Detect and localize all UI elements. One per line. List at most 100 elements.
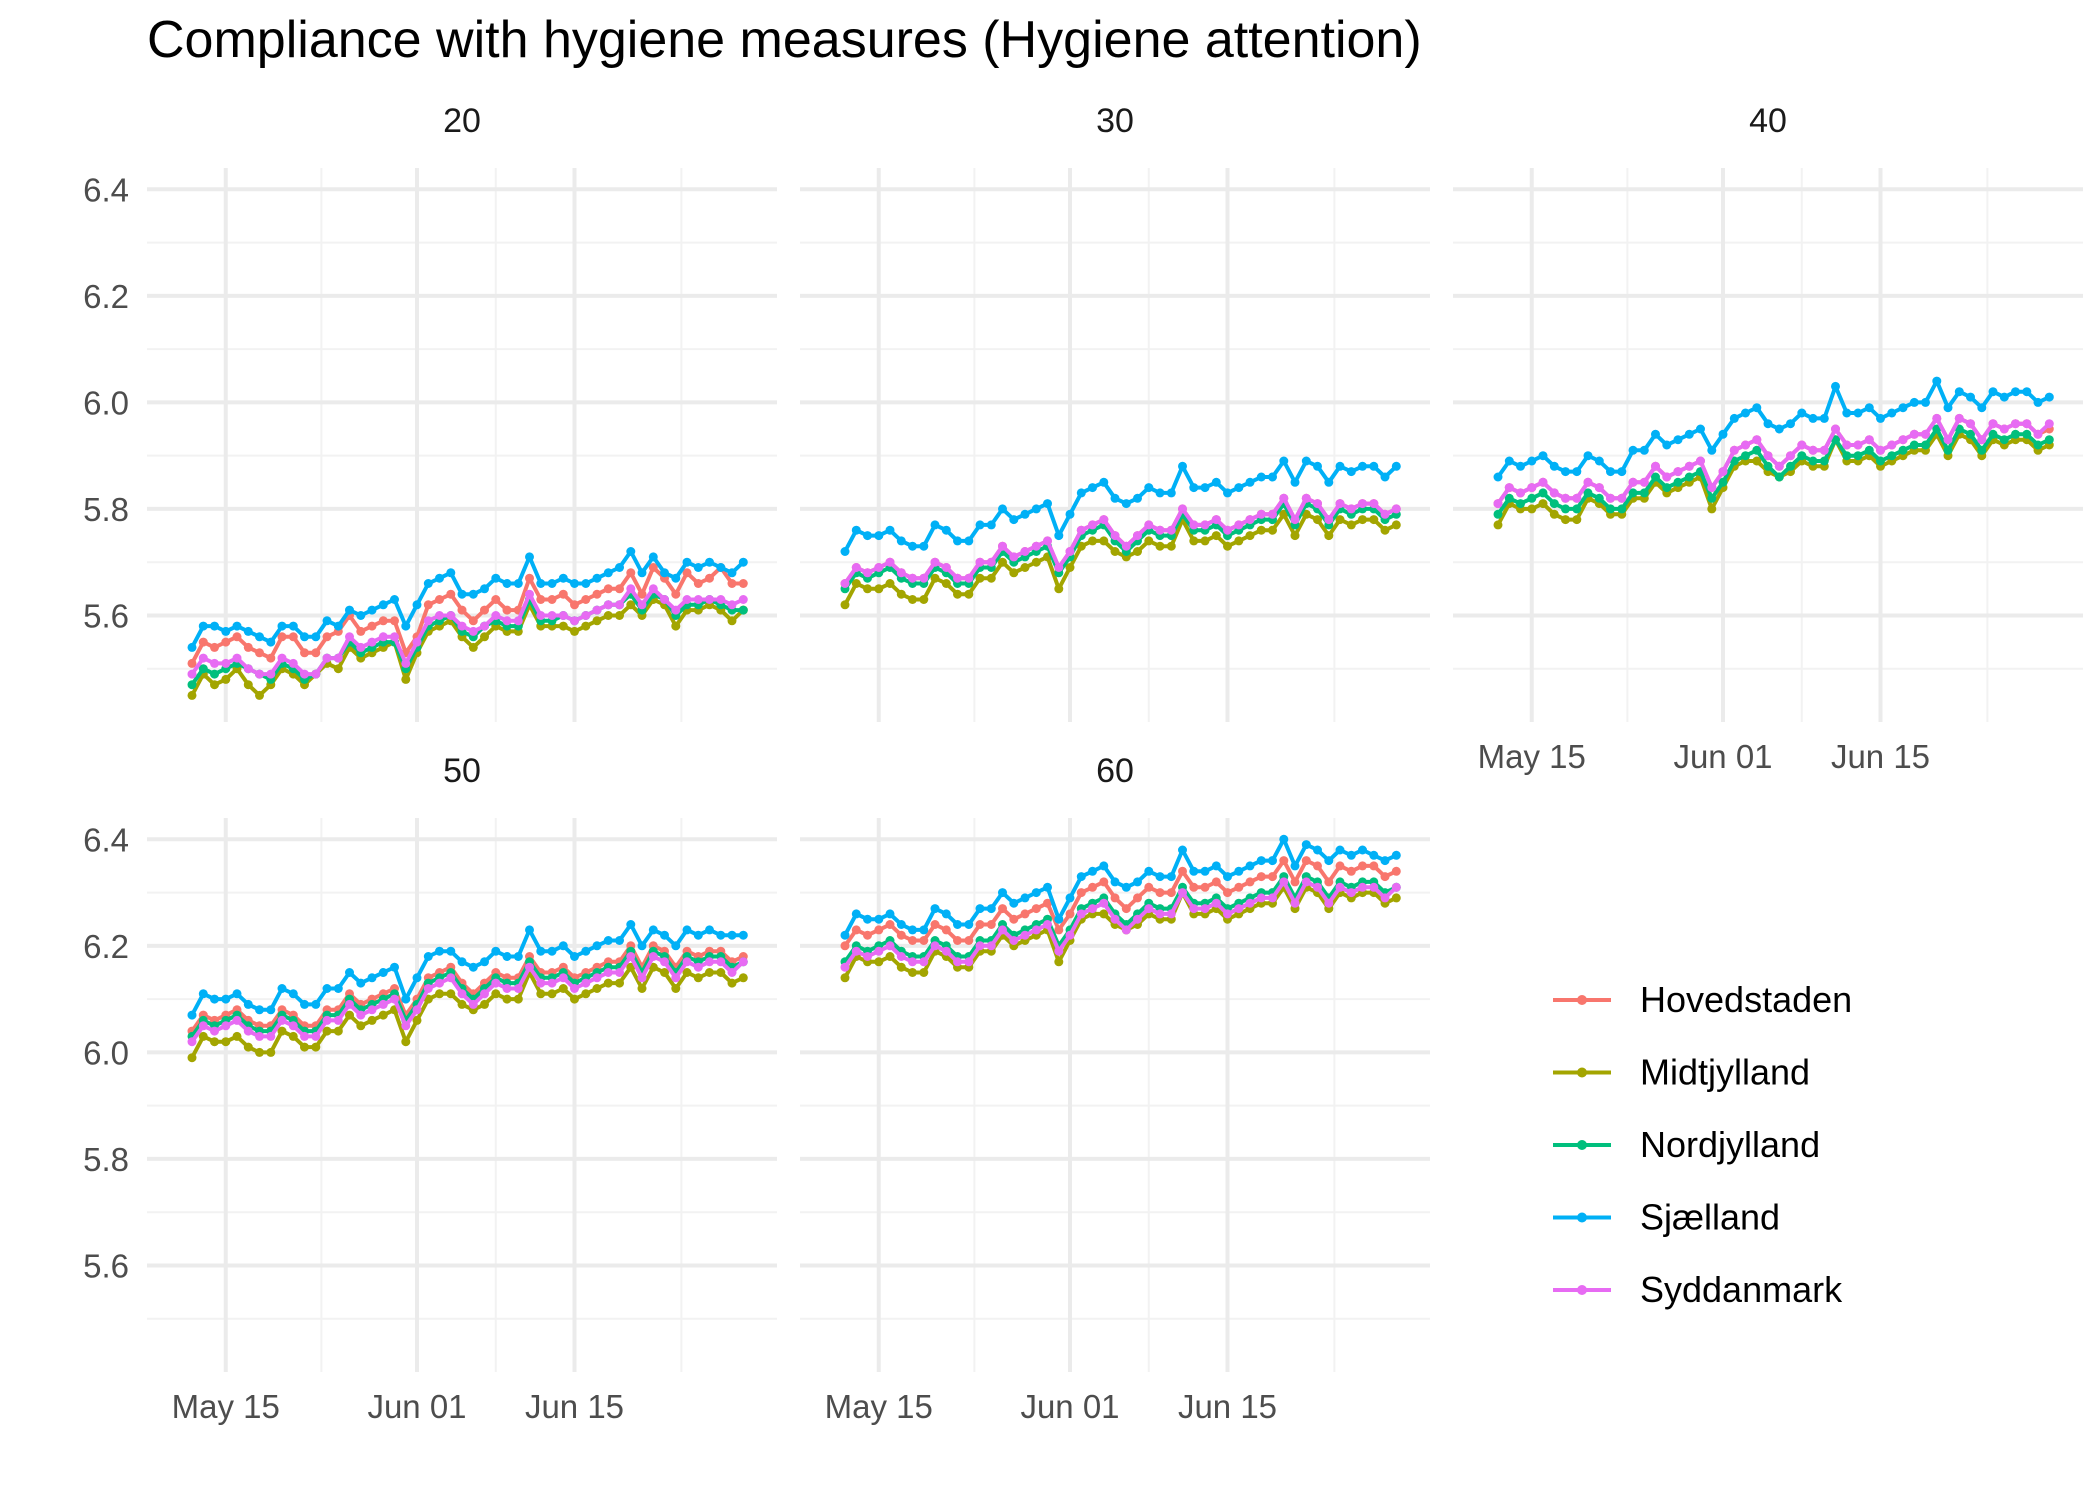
data-point	[592, 973, 602, 983]
data-point	[1786, 451, 1795, 461]
x-tick-label: May 15	[172, 1388, 280, 1425]
data-point	[1380, 525, 1390, 535]
data-point	[1189, 904, 1199, 914]
x-tick-label: Jun 15	[1178, 1388, 1277, 1425]
data-point	[187, 1010, 197, 1020]
data-point	[1133, 893, 1142, 903]
data-point	[1054, 563, 1064, 572]
data-point	[570, 616, 579, 626]
data-point	[1561, 504, 1570, 514]
data-point	[412, 600, 422, 610]
data-point	[2044, 392, 2054, 402]
data-point	[401, 621, 411, 631]
data-point	[1043, 499, 1052, 509]
data-point	[1245, 515, 1255, 525]
data-point	[1752, 445, 1762, 455]
data-point	[2011, 419, 2020, 429]
data-point	[1268, 509, 1277, 519]
data-point	[1999, 435, 2009, 445]
data-point	[1189, 882, 1199, 892]
data-point	[1516, 488, 1525, 498]
data-point	[1718, 429, 1728, 439]
data-point	[1290, 861, 1300, 871]
data-point	[727, 579, 737, 588]
data-point	[187, 669, 197, 679]
data-point	[1707, 445, 1717, 455]
facet-panel-60: 60 May 15 Jun 01 Jun 15	[800, 752, 1430, 1425]
data-point	[919, 595, 929, 604]
data-point	[525, 962, 534, 972]
data-point	[1178, 888, 1187, 898]
data-point	[1369, 850, 1379, 860]
data-point	[1583, 488, 1593, 498]
data-point	[1076, 888, 1086, 898]
data-point	[863, 568, 872, 578]
data-point	[1786, 461, 1795, 471]
data-point	[1290, 531, 1300, 541]
data-point	[2044, 419, 2054, 429]
data-point	[232, 653, 242, 663]
data-point	[1684, 429, 1694, 439]
data-point	[986, 573, 996, 583]
data-point	[367, 1015, 377, 1025]
data-point	[378, 632, 388, 642]
data-point	[682, 568, 692, 578]
data-point	[919, 573, 929, 583]
legend-item-syddanmark: Syddanmark	[1553, 1269, 1843, 1310]
data-point	[311, 669, 321, 679]
data-point	[885, 525, 895, 535]
data-point	[525, 552, 534, 562]
data-point	[1256, 525, 1266, 535]
data-point	[468, 962, 478, 972]
data-point	[525, 589, 534, 599]
data-point	[1110, 877, 1120, 887]
data-point	[198, 989, 208, 999]
data-point	[255, 648, 264, 658]
data-point	[1662, 472, 1672, 482]
data-point	[277, 632, 287, 642]
data-point	[1054, 531, 1064, 541]
data-point	[626, 568, 636, 578]
data-point	[1673, 467, 1683, 477]
data-point	[266, 1047, 276, 1057]
data-point	[536, 595, 546, 604]
data-point	[401, 658, 411, 668]
data-point	[1200, 882, 1210, 892]
facet-panel-50: 50 5.6 5.8 6.0 6.2 6.4 May 15 Jun 01 Jun 15	[83, 752, 777, 1425]
data-point	[1887, 440, 1897, 450]
data-point	[1617, 493, 1627, 503]
data-point	[1133, 547, 1142, 556]
data-point	[333, 621, 343, 631]
data-point	[1166, 872, 1176, 882]
data-point	[637, 941, 647, 951]
data-point	[1099, 898, 1109, 908]
data-point	[1178, 461, 1187, 471]
data-point	[277, 621, 287, 631]
data-point	[1144, 904, 1154, 914]
data-point	[1166, 488, 1176, 498]
data-point	[1076, 909, 1086, 919]
data-point	[682, 957, 692, 967]
data-point	[1065, 893, 1075, 903]
data-point	[1324, 856, 1334, 866]
data-point	[367, 621, 377, 631]
data-point	[187, 680, 197, 690]
series-sjælland	[840, 834, 1401, 940]
data-point	[637, 973, 647, 983]
data-point	[1313, 499, 1322, 509]
data-point	[1380, 893, 1390, 903]
data-point	[187, 690, 197, 700]
data-point	[1628, 488, 1638, 498]
legend-item-sjælland: Sjælland	[1553, 1197, 1780, 1238]
data-point	[480, 957, 489, 967]
data-point	[1808, 445, 1818, 455]
data-point	[1088, 904, 1097, 914]
data-point	[975, 904, 985, 914]
data-point	[626, 920, 636, 929]
data-point	[1639, 477, 1649, 487]
data-point	[570, 600, 579, 610]
data-point	[1932, 376, 1942, 386]
data-point	[1301, 877, 1311, 887]
data-point	[908, 573, 917, 583]
data-point	[603, 584, 613, 594]
